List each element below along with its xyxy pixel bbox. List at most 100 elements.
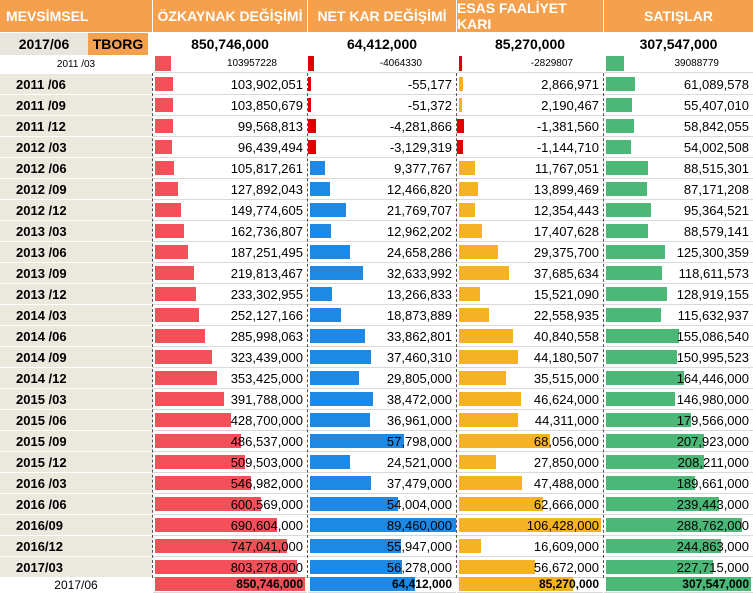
net-profit-value: 21,769,707: [386, 202, 452, 218]
net-profit-value: 33,862,801: [386, 328, 452, 344]
net-profit-cell: 37,479,000: [308, 473, 456, 494]
op-profit-value: 12,354,443: [533, 202, 599, 218]
equity-bar: [155, 224, 184, 238]
equity-cell: 162,736,807: [153, 221, 307, 242]
net-profit-cell: 9,377,767: [308, 158, 456, 179]
sub-net-profit-value: -4064330: [379, 58, 422, 69]
net-profit-value: 89,460,000: [386, 517, 452, 533]
sales-value: 95,364,521: [683, 202, 749, 218]
last-sales-cell: 307,547,000: [604, 576, 753, 593]
sales-cell: 244,863,000: [604, 536, 753, 557]
net-profit-cell: 24,658,286: [308, 242, 456, 263]
net-profit-value: -51,372: [407, 97, 452, 113]
equity-cell: 105,817,261: [153, 158, 307, 179]
op-profit-cell: 44,311,000: [457, 410, 603, 431]
op-profit-bar: [457, 140, 464, 154]
net-profit-cell: -55,177: [308, 74, 456, 95]
op-profit-cell: -1,144,710: [457, 137, 603, 158]
sales-value: 61,089,578: [683, 76, 749, 92]
column-divider: [456, 73, 457, 578]
op-profit-value: 62,666,000: [533, 496, 599, 512]
sales-value: 115,632,937: [677, 307, 749, 323]
net-profit-bar: [308, 98, 311, 112]
equity-cell: 391,788,000: [153, 389, 307, 410]
equity-cell: 219,813,467: [153, 263, 307, 284]
equity-cell: 803,278,000: [153, 557, 307, 578]
sales-cell: 54,002,508: [604, 137, 753, 158]
last-sales-bar: [606, 577, 751, 591]
column-divider: [152, 73, 153, 578]
op-profit-value: -1,381,560: [536, 118, 599, 134]
equity-bar: [155, 140, 172, 154]
summary-ticker: TBORG: [88, 33, 148, 55]
net-profit-cell: 21,769,707: [308, 200, 456, 221]
equity-bar: [155, 455, 245, 469]
sub-sales-value: 39088779: [674, 58, 720, 69]
equity-value: 103,850,679: [230, 97, 303, 113]
sales-bar: [606, 287, 667, 301]
net-profit-value: 57,798,000: [386, 433, 452, 449]
net-profit-cell: 12,466,820: [308, 179, 456, 200]
net-profit-cell: 36,961,000: [308, 410, 456, 431]
sub-net-profit-bar: [308, 56, 314, 71]
op-profit-value: 29,375,700: [533, 244, 599, 260]
header-equity: ÖZKAYNAK DEĞİŞİMİ: [153, 0, 307, 32]
op-profit-cell: 17,407,628: [457, 221, 603, 242]
equity-bar: [155, 476, 252, 490]
equity-cell: 96,439,494: [153, 137, 307, 158]
equity-bar: [155, 392, 225, 406]
net-profit-bar: [310, 245, 351, 259]
net-profit-bar: [308, 77, 311, 91]
equity-bar: [155, 98, 174, 112]
op-profit-value: 44,311,000: [534, 412, 599, 428]
sales-value: 118,611,573: [678, 265, 749, 281]
sales-value: 58,842,055: [683, 118, 749, 134]
sales-value: 164,446,000: [676, 370, 749, 386]
sales-bar: [606, 119, 634, 133]
sales-value: 189,661,000: [676, 475, 749, 491]
op-profit-cell: 35,515,000: [457, 368, 603, 389]
equity-value: 233,302,955: [230, 286, 303, 302]
last-net-profit-value: 64,412,000: [391, 577, 452, 591]
row-period: 2016 /03: [0, 473, 152, 494]
op-profit-value: 40,840,558: [533, 328, 599, 344]
net-profit-bar: [310, 161, 326, 175]
row-period: 2016 /06: [0, 494, 152, 515]
equity-cell: 509,503,000: [153, 452, 307, 473]
header-op-profit: ESAS FAALİYET KARI: [457, 0, 603, 32]
op-profit-cell: 56,672,000: [457, 557, 603, 578]
equity-value: 690,604,000: [230, 517, 303, 533]
sales-bar: [606, 77, 635, 91]
op-profit-bar: [459, 245, 499, 259]
op-profit-cell: 46,624,000: [457, 389, 603, 410]
net-profit-value: 13,266,833: [386, 286, 452, 302]
net-profit-value: -4,281,866: [389, 118, 452, 134]
net-profit-cell: 32,633,992: [308, 263, 456, 284]
header-net-profit: NET KAR DEĞİŞİMİ: [308, 0, 456, 32]
row-period: 2015 /06: [0, 410, 152, 431]
op-profit-bar: [459, 518, 601, 532]
net-profit-value: 55,947,000: [386, 538, 452, 554]
sub-sales-cell: 39088779: [604, 55, 753, 73]
equity-value: 162,736,807: [230, 223, 303, 239]
row-period: 2012 /09: [0, 179, 152, 200]
sales-value: 179,566,000: [676, 412, 749, 428]
equity-bar: [155, 518, 277, 532]
net-profit-bar: [310, 308, 341, 322]
net-profit-cell: -51,372: [308, 95, 456, 116]
op-profit-bar: [459, 224, 483, 238]
equity-bar: [155, 287, 197, 301]
op-profit-value: 2,866,971: [541, 76, 599, 92]
op-profit-cell: 13,899,469: [457, 179, 603, 200]
equity-value: 353,425,000: [230, 370, 303, 386]
sales-value: 155,086,540: [676, 328, 749, 344]
row-period: 2011 /09: [0, 95, 152, 116]
equity-cell: 233,302,955: [153, 284, 307, 305]
net-profit-value: 29,805,000: [386, 370, 452, 386]
sales-bar: [606, 455, 705, 469]
op-profit-bar: [459, 413, 519, 427]
equity-cell: 149,774,605: [153, 200, 307, 221]
sales-bar: [606, 245, 666, 259]
net-profit-cell: 13,266,833: [308, 284, 456, 305]
equity-bar: [155, 350, 213, 364]
